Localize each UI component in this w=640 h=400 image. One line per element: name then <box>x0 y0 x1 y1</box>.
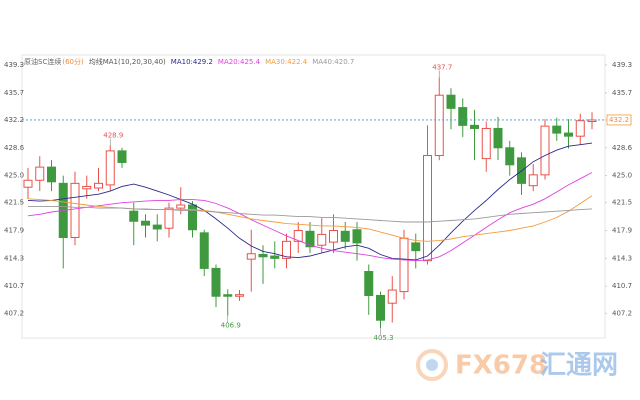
candle-body <box>364 271 374 296</box>
candle-body <box>352 229 362 244</box>
candle-body <box>105 150 115 186</box>
legend-entry: MA20:425.4 <box>218 58 261 66</box>
candle-body <box>199 232 209 269</box>
y-tick-label: 428.6 <box>612 144 633 152</box>
candle-body <box>188 204 197 231</box>
candle-body <box>376 294 385 321</box>
y-tick-label: 414.3 <box>612 254 632 262</box>
candle-body <box>411 242 421 252</box>
y-tick-label: 432.2 <box>4 116 24 124</box>
candle-body <box>141 220 150 226</box>
candle-body <box>211 267 221 297</box>
annotation: 428.9 <box>103 131 123 139</box>
candle-body <box>23 179 33 188</box>
candle-body <box>246 253 256 260</box>
candle-body <box>564 132 573 137</box>
y-tick-label: 439.3 <box>4 61 24 69</box>
candle-body <box>235 294 244 297</box>
y-tick-label: 421.5 <box>4 199 24 207</box>
y-tick-label: 435.7 <box>612 89 632 97</box>
candle-body <box>82 185 92 190</box>
candle-body <box>528 174 538 187</box>
watermark-text: FX678 <box>455 351 547 381</box>
y-tick-label: 425.0 <box>4 172 24 180</box>
y-tick-label: 428.6 <box>4 144 25 152</box>
candle-body <box>47 166 56 183</box>
candle-body <box>423 155 432 262</box>
annotation: 405.3 <box>374 334 394 342</box>
candle-body <box>387 289 397 304</box>
y-tick-label: 407.2 <box>612 309 632 317</box>
ma-line <box>28 206 593 223</box>
candle-body <box>470 124 479 129</box>
legend-entry: MA30:422.4 <box>265 58 308 66</box>
legend-entry: MA40:420.7 <box>312 58 354 66</box>
candle-body <box>152 224 162 230</box>
legend-entry: MA10:429.2 <box>171 58 213 66</box>
candle-body <box>94 182 103 189</box>
candle-body <box>258 253 268 258</box>
candle-body <box>493 127 503 149</box>
y-tick-label: 421.5 <box>612 199 632 207</box>
candle-body <box>481 127 491 160</box>
candle-body <box>70 182 80 238</box>
legend-indicator: 均线MA1(10,20,30,40) <box>89 57 166 66</box>
y-tick-label: 410.7 <box>4 282 24 290</box>
legend-title: 原油SC连续 <box>24 57 61 66</box>
candle-body <box>434 94 444 157</box>
candle-body <box>446 94 456 109</box>
plot-frame <box>21 54 606 339</box>
y-tick-label: 410.7 <box>612 282 632 290</box>
candle-body <box>117 150 127 163</box>
y-tick-label: 417.9 <box>4 227 24 235</box>
candle-body <box>317 233 327 246</box>
y-tick-label: 425.0 <box>612 172 632 180</box>
candle-body <box>35 166 45 181</box>
y-tick-label: 414.3 <box>4 254 24 262</box>
candle-body <box>293 230 303 242</box>
candle-body <box>458 107 468 126</box>
candle-body <box>399 237 409 293</box>
annotation: 406.9 <box>221 322 241 330</box>
candle-body <box>552 125 562 134</box>
candle-body <box>540 125 550 176</box>
watermark-text: 汇通网 <box>540 351 618 381</box>
candle-body <box>129 210 139 222</box>
last-price-box <box>606 114 632 126</box>
y-tick-label: 417.9 <box>612 227 632 235</box>
candle-body <box>305 230 315 248</box>
candle-body <box>223 294 233 297</box>
candle-body <box>164 207 174 229</box>
candle-body <box>176 204 186 209</box>
candle-body <box>282 240 291 259</box>
candle-body <box>329 230 338 243</box>
legend-subtitle: (60分) <box>62 57 84 66</box>
y-tick-label: 439.3 <box>612 61 632 69</box>
candle-body <box>270 255 280 259</box>
annotation: 437.7 <box>432 63 452 71</box>
ma-line <box>27 172 593 262</box>
candle-body <box>340 230 350 242</box>
ma-line <box>27 142 593 261</box>
y-tick-label: 407.2 <box>4 309 24 317</box>
last-price-label: 432.2 <box>609 116 629 124</box>
candle-body <box>575 120 585 137</box>
watermark-logo <box>416 349 448 381</box>
candle-body <box>505 147 515 166</box>
y-tick-label: 435.7 <box>4 89 24 97</box>
